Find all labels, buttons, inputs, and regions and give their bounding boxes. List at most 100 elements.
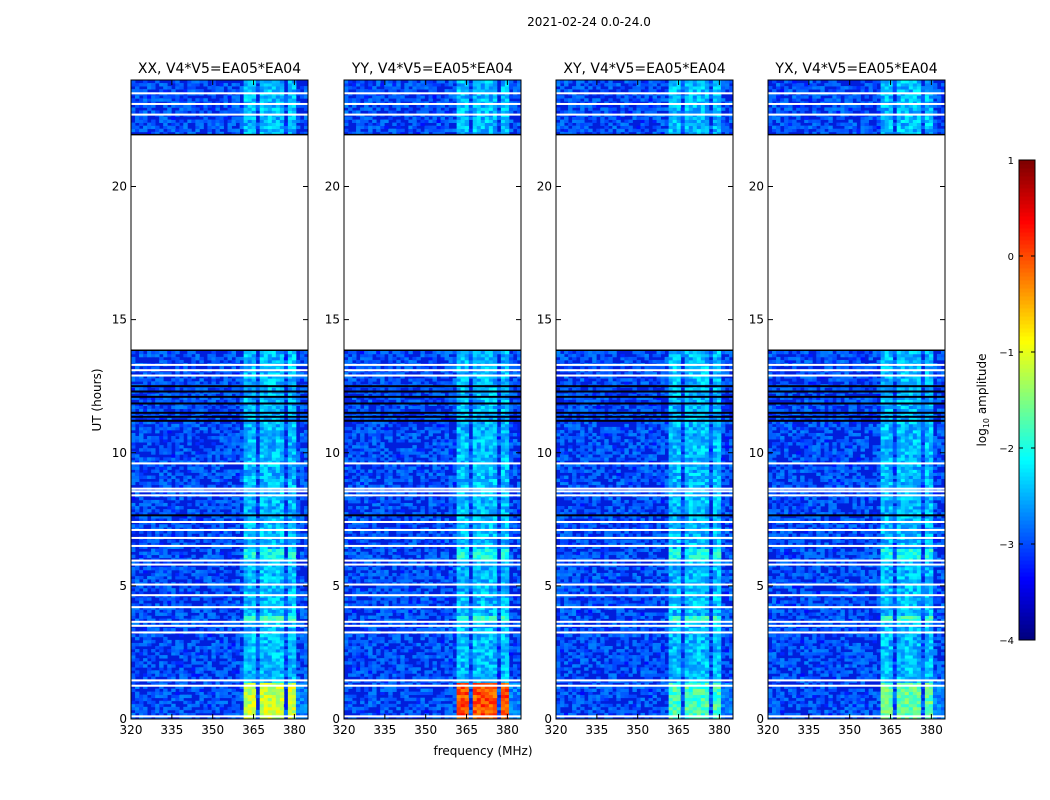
flagged-row — [556, 102, 733, 105]
colorbar-segment — [1019, 180, 1035, 185]
flagged-row — [131, 520, 308, 523]
colorbar-segment — [1019, 368, 1035, 373]
flagged-row — [131, 679, 308, 682]
colorbar-segment — [1019, 616, 1035, 621]
colorbar-segment — [1019, 352, 1035, 357]
flagged-row — [344, 536, 521, 539]
flagged-row — [556, 390, 733, 393]
flagged-row — [131, 544, 308, 547]
x-tick-label: 335 — [585, 723, 608, 737]
colorbar-segment — [1019, 332, 1035, 337]
flagged-row — [768, 594, 945, 597]
colorbar-segment — [1019, 572, 1035, 577]
colorbar-segment — [1019, 568, 1035, 573]
y-tick-label: 20 — [325, 180, 340, 194]
colorbar-tick-label: 1 — [1008, 156, 1014, 167]
y-tick-label: 0 — [332, 712, 340, 726]
flagged-row — [131, 514, 308, 517]
flagged-row — [344, 374, 521, 377]
flagged-row — [344, 487, 521, 490]
flagged-row — [768, 606, 945, 609]
panel-title: YX, V4*V5=EA05*EA04 — [774, 61, 937, 77]
colorbar-segment — [1019, 412, 1035, 417]
colorbar-segment — [1019, 264, 1035, 269]
flagged-row — [131, 594, 308, 597]
panel-frame — [343, 79, 522, 720]
flagged-row — [768, 684, 945, 687]
flagged-row — [344, 395, 521, 398]
x-axis-label: frequency (MHz) — [433, 744, 532, 758]
flagged-row — [768, 679, 945, 682]
colorbar-segment — [1019, 432, 1035, 437]
colorbar-segment — [1019, 372, 1035, 377]
flagged-row — [344, 583, 521, 586]
colorbar-segment — [1019, 212, 1035, 217]
flagged-row — [768, 514, 945, 517]
colorbar-segment — [1019, 480, 1035, 485]
y-tick-label: 5 — [544, 579, 552, 593]
flagged-row — [131, 92, 308, 95]
flagged-row — [768, 113, 945, 116]
colorbar-segment — [1019, 620, 1035, 625]
y-tick-label: 20 — [112, 180, 127, 194]
colorbar-segment — [1019, 168, 1035, 173]
panel-3: XY, V4*V5=EA05*EA04 320 335 350 365 380 0 5 10 15… — [537, 61, 734, 737]
flagged-row — [344, 624, 521, 627]
colorbar-segment — [1019, 564, 1035, 569]
y-axis-label: UT (hours) — [90, 368, 104, 431]
flagged-row — [768, 369, 945, 372]
colorbar-segment — [1019, 252, 1035, 257]
colorbar-segment — [1019, 392, 1035, 397]
colorbar-segment — [1019, 208, 1035, 213]
flagged-row — [556, 462, 733, 465]
y-tick-label: 5 — [756, 579, 764, 593]
panel-frame — [555, 79, 734, 720]
flagged-row — [556, 514, 733, 517]
flagged-row — [556, 624, 733, 627]
flagged-row — [556, 385, 733, 388]
colorbar-frame — [1018, 159, 1036, 641]
flagged-row — [131, 462, 308, 465]
colorbar-segment — [1019, 508, 1035, 513]
flagged-row — [344, 684, 521, 687]
flagged-row — [131, 390, 308, 393]
x-tick-label: 320 — [333, 723, 356, 737]
colorbar-segment — [1019, 460, 1035, 465]
colorbar-segment — [1019, 320, 1035, 325]
flagged-row — [556, 395, 733, 398]
flagged-row — [768, 390, 945, 393]
colorbar-segment — [1019, 308, 1035, 313]
panel-2: YY, V4*V5=EA05*EA04 320 335 350 365 380 0 5 10 15… — [325, 61, 522, 737]
flagged-row — [344, 402, 521, 405]
flagged-row — [131, 113, 308, 116]
colorbar-segment — [1019, 360, 1035, 365]
flagged-row — [131, 631, 308, 634]
flagged-row — [344, 594, 521, 597]
y-tick-label: 10 — [749, 446, 764, 460]
x-tick-label: 380 — [920, 723, 943, 737]
flagged-row — [768, 715, 945, 718]
flagged-row — [768, 559, 945, 562]
flagged-row — [556, 606, 733, 609]
flagged-row — [344, 620, 521, 623]
colorbar-segment — [1019, 408, 1035, 413]
flagged-row — [344, 419, 521, 422]
x-tick-label: 335 — [160, 723, 183, 737]
y-tick-label: 0 — [544, 712, 552, 726]
flagged-row — [768, 544, 945, 547]
flagged-row — [131, 369, 308, 372]
y-tick-label: 15 — [325, 313, 340, 327]
y-tick-label: 20 — [537, 180, 552, 194]
x-tick-label: 320 — [120, 723, 143, 737]
colorbar-segment — [1019, 532, 1035, 537]
flagged-row — [556, 402, 733, 405]
flagged-row — [344, 415, 521, 418]
y-tick-label: 0 — [756, 712, 764, 726]
flagged-row — [556, 92, 733, 95]
y-tick-label: 10 — [112, 446, 127, 460]
flagged-row — [556, 536, 733, 539]
colorbar-segment — [1019, 184, 1035, 189]
y-tick-label: 10 — [537, 446, 552, 460]
colorbar-segment — [1019, 304, 1035, 309]
colorbar-segment — [1019, 260, 1035, 265]
